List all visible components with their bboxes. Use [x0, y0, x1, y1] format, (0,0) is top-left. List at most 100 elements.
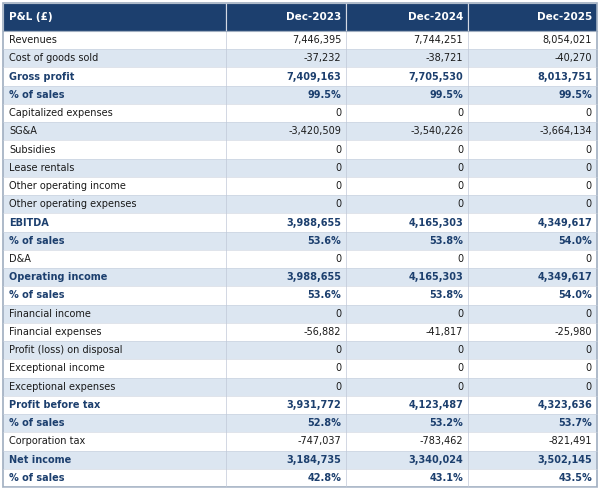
Text: 0: 0 — [457, 309, 463, 318]
Text: 53.8%: 53.8% — [429, 291, 463, 300]
Bar — [3, 177, 597, 195]
Bar — [346, 3, 468, 31]
Text: 4,349,617: 4,349,617 — [537, 272, 592, 282]
Text: % of sales: % of sales — [9, 473, 65, 483]
Text: 0: 0 — [586, 309, 592, 318]
Bar — [3, 31, 597, 49]
Text: -821,491: -821,491 — [548, 437, 592, 446]
Text: 99.5%: 99.5% — [558, 90, 592, 100]
Text: -37,232: -37,232 — [304, 53, 341, 63]
Text: 99.5%: 99.5% — [430, 90, 463, 100]
Text: 3,340,024: 3,340,024 — [409, 455, 463, 465]
Text: -41,817: -41,817 — [426, 327, 463, 337]
Text: 3,931,772: 3,931,772 — [287, 400, 341, 410]
Bar — [3, 122, 597, 141]
Text: SG&A: SG&A — [9, 126, 37, 136]
Text: 4,123,487: 4,123,487 — [408, 400, 463, 410]
Text: 0: 0 — [335, 345, 341, 355]
Bar — [3, 305, 597, 323]
Text: 0: 0 — [586, 254, 592, 264]
Text: 53.6%: 53.6% — [308, 236, 341, 246]
Text: 0: 0 — [335, 364, 341, 373]
Bar — [226, 3, 346, 31]
Text: 54.0%: 54.0% — [558, 236, 592, 246]
Text: Net income: Net income — [9, 455, 71, 465]
Bar — [3, 141, 597, 159]
Bar — [3, 341, 597, 359]
Text: Cost of goods sold: Cost of goods sold — [9, 53, 98, 63]
Text: Revenues: Revenues — [9, 35, 57, 45]
Text: Operating income: Operating income — [9, 272, 107, 282]
Text: 0: 0 — [335, 108, 341, 118]
Text: 0: 0 — [457, 163, 463, 173]
Text: 43.5%: 43.5% — [558, 473, 592, 483]
Text: 43.1%: 43.1% — [430, 473, 463, 483]
Text: Gross profit: Gross profit — [9, 72, 74, 82]
Bar — [3, 159, 597, 177]
Text: 0: 0 — [457, 382, 463, 392]
Text: 0: 0 — [457, 145, 463, 154]
Text: 3,184,735: 3,184,735 — [286, 455, 341, 465]
Text: -38,721: -38,721 — [425, 53, 463, 63]
Text: 8,013,751: 8,013,751 — [537, 72, 592, 82]
Text: 0: 0 — [457, 345, 463, 355]
Text: 0: 0 — [335, 199, 341, 209]
Bar — [468, 3, 597, 31]
Text: Exceptional income: Exceptional income — [9, 364, 105, 373]
Text: 0: 0 — [586, 345, 592, 355]
Text: 3,988,655: 3,988,655 — [286, 218, 341, 227]
Text: Subsidies: Subsidies — [9, 145, 56, 154]
Text: EBITDA: EBITDA — [9, 218, 49, 227]
Bar — [3, 323, 597, 341]
Text: 0: 0 — [335, 309, 341, 318]
Text: Other operating expenses: Other operating expenses — [9, 199, 137, 209]
Text: 0: 0 — [586, 199, 592, 209]
Text: -25,980: -25,980 — [554, 327, 592, 337]
Bar — [3, 414, 597, 432]
Text: 52.8%: 52.8% — [307, 418, 341, 428]
Bar — [3, 469, 597, 487]
Text: -3,420,509: -3,420,509 — [289, 126, 341, 136]
Bar — [3, 268, 597, 286]
Text: 0: 0 — [335, 145, 341, 154]
Text: 8,054,021: 8,054,021 — [542, 35, 592, 45]
Text: 0: 0 — [335, 163, 341, 173]
Text: 0: 0 — [457, 181, 463, 191]
Text: 0: 0 — [586, 181, 592, 191]
Text: 7,409,163: 7,409,163 — [287, 72, 341, 82]
Bar — [3, 3, 226, 31]
Text: 0: 0 — [457, 254, 463, 264]
Bar — [3, 232, 597, 250]
Bar — [3, 286, 597, 305]
Text: -747,037: -747,037 — [298, 437, 341, 446]
Text: 99.5%: 99.5% — [308, 90, 341, 100]
Text: 0: 0 — [457, 108, 463, 118]
Text: 0: 0 — [457, 199, 463, 209]
Text: -3,540,226: -3,540,226 — [410, 126, 463, 136]
Text: Profit before tax: Profit before tax — [9, 400, 100, 410]
Text: 0: 0 — [586, 364, 592, 373]
Text: % of sales: % of sales — [9, 90, 65, 100]
Bar — [3, 250, 597, 268]
Text: 4,349,617: 4,349,617 — [537, 218, 592, 227]
Text: D&A: D&A — [9, 254, 31, 264]
Bar — [3, 104, 597, 122]
Bar — [3, 86, 597, 104]
Text: -3,664,134: -3,664,134 — [539, 126, 592, 136]
Bar — [3, 195, 597, 214]
Text: 7,446,395: 7,446,395 — [292, 35, 341, 45]
Text: 53.7%: 53.7% — [558, 418, 592, 428]
Text: Profit (loss) on disposal: Profit (loss) on disposal — [9, 345, 122, 355]
Text: 54.0%: 54.0% — [558, 291, 592, 300]
Text: 7,744,251: 7,744,251 — [413, 35, 463, 45]
Bar — [3, 450, 597, 469]
Bar — [3, 68, 597, 86]
Text: Financial income: Financial income — [9, 309, 91, 318]
Text: Corporation tax: Corporation tax — [9, 437, 85, 446]
Text: 53.8%: 53.8% — [429, 236, 463, 246]
Text: Capitalized expenses: Capitalized expenses — [9, 108, 113, 118]
Text: 7,705,530: 7,705,530 — [409, 72, 463, 82]
Text: % of sales: % of sales — [9, 236, 65, 246]
Text: Exceptional expenses: Exceptional expenses — [9, 382, 115, 392]
Text: -56,882: -56,882 — [304, 327, 341, 337]
